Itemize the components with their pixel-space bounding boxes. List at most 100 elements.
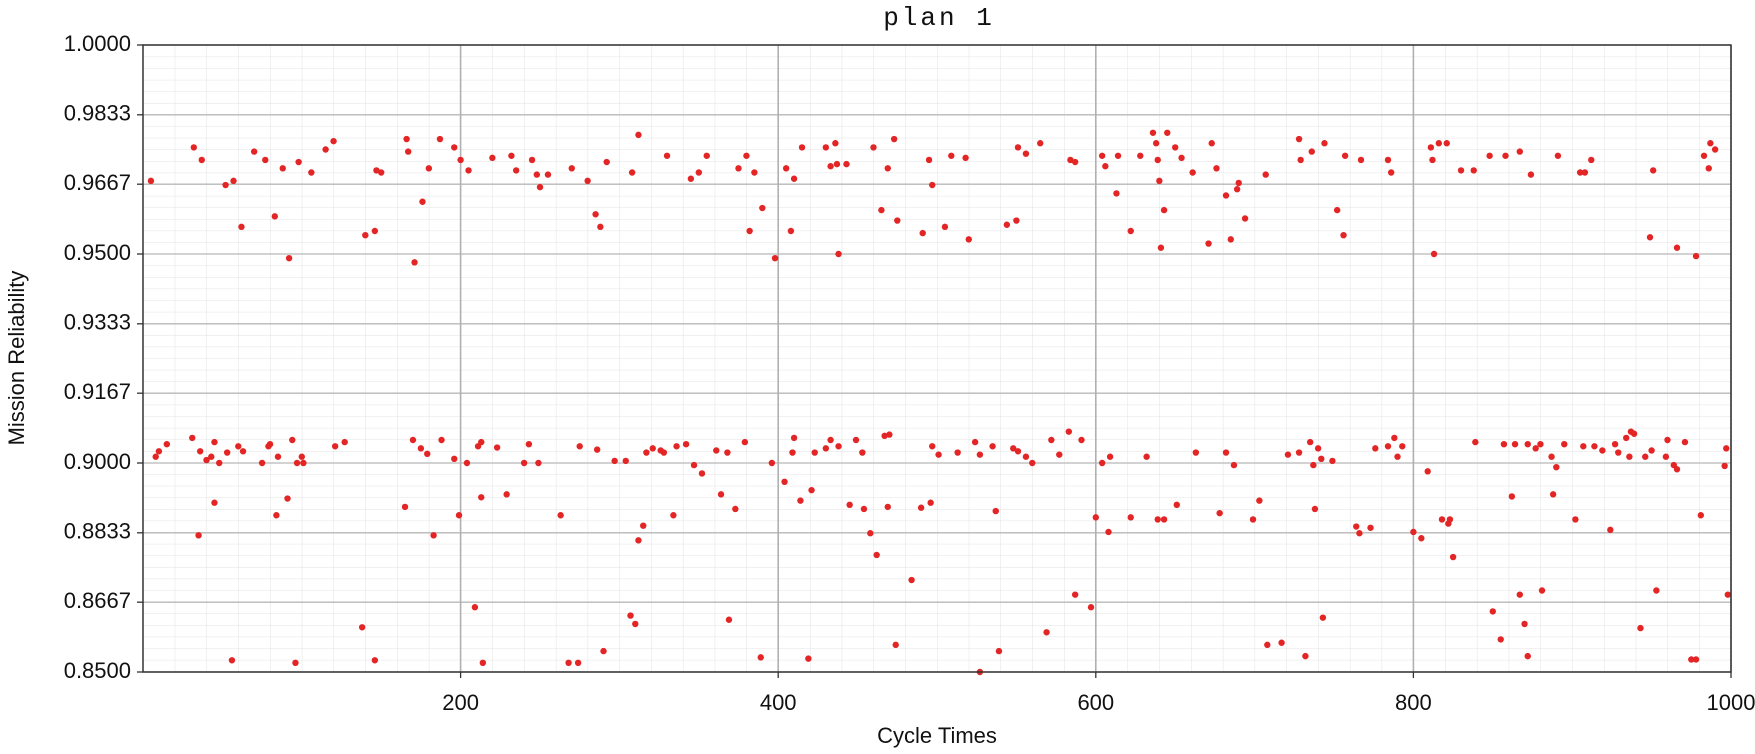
point xyxy=(1648,447,1655,454)
point xyxy=(330,137,337,145)
point xyxy=(703,152,710,159)
point xyxy=(695,169,702,176)
point xyxy=(925,156,933,164)
point xyxy=(781,478,788,486)
point xyxy=(223,449,231,456)
point xyxy=(424,450,431,458)
point xyxy=(1688,656,1695,663)
point xyxy=(1048,436,1055,444)
point xyxy=(293,459,301,467)
point xyxy=(1486,152,1493,159)
point xyxy=(927,499,934,506)
point xyxy=(1438,516,1446,523)
point xyxy=(690,461,698,469)
point xyxy=(493,444,501,451)
point xyxy=(1295,135,1303,143)
point xyxy=(743,152,750,159)
x-tick-label: 1000 xyxy=(1707,690,1755,715)
point xyxy=(1302,652,1309,660)
point xyxy=(1489,608,1497,615)
point xyxy=(1399,443,1406,450)
point xyxy=(892,641,899,649)
point xyxy=(1538,587,1546,594)
point xyxy=(528,156,536,164)
point xyxy=(597,223,604,231)
point xyxy=(1457,167,1465,174)
point xyxy=(438,436,445,444)
point xyxy=(308,169,315,176)
point xyxy=(1078,436,1085,444)
point xyxy=(1311,505,1319,513)
point xyxy=(935,451,942,458)
point xyxy=(835,250,842,258)
point xyxy=(1143,453,1150,460)
point xyxy=(1329,457,1336,465)
point xyxy=(1580,443,1587,450)
point xyxy=(331,443,339,450)
point xyxy=(1098,459,1106,467)
point xyxy=(1152,140,1160,147)
point xyxy=(682,440,690,448)
point xyxy=(196,448,204,455)
x-tick-label: 600 xyxy=(1077,690,1114,715)
point xyxy=(1106,453,1114,460)
point xyxy=(941,223,949,231)
point xyxy=(262,156,269,164)
point xyxy=(152,453,159,460)
point xyxy=(1681,438,1689,446)
point xyxy=(989,443,996,450)
point xyxy=(1029,459,1036,467)
point xyxy=(660,449,668,456)
point xyxy=(1532,445,1539,452)
chart-title: plan 1 xyxy=(883,3,995,33)
point xyxy=(1114,152,1122,159)
point xyxy=(565,659,572,667)
point xyxy=(600,647,607,655)
point xyxy=(557,512,564,519)
point xyxy=(1065,428,1073,435)
point xyxy=(190,144,198,151)
point xyxy=(1435,140,1443,147)
point xyxy=(771,254,779,262)
point xyxy=(870,144,877,151)
point xyxy=(1673,466,1681,473)
point xyxy=(285,254,293,262)
point xyxy=(341,438,348,446)
point xyxy=(798,144,806,151)
point xyxy=(489,154,496,162)
point xyxy=(832,140,839,147)
point xyxy=(1256,497,1263,504)
point xyxy=(292,659,299,667)
point xyxy=(430,532,437,539)
point xyxy=(1372,445,1379,452)
point xyxy=(584,177,591,185)
point xyxy=(404,148,412,155)
point xyxy=(635,537,642,544)
point xyxy=(1137,152,1144,159)
point xyxy=(873,551,880,559)
point xyxy=(284,495,291,502)
point xyxy=(1319,614,1327,621)
point xyxy=(751,169,758,176)
point xyxy=(1516,148,1523,155)
point xyxy=(1391,434,1398,442)
point xyxy=(632,620,639,628)
point xyxy=(1588,156,1595,164)
point xyxy=(790,434,798,442)
point xyxy=(1071,158,1079,166)
point xyxy=(860,505,868,513)
point xyxy=(1003,221,1011,228)
point xyxy=(1723,445,1730,452)
point xyxy=(1295,449,1303,456)
point xyxy=(886,431,893,438)
point xyxy=(746,227,753,235)
point xyxy=(503,491,510,498)
point xyxy=(1249,516,1257,523)
point xyxy=(1711,146,1719,153)
point xyxy=(859,449,866,456)
point xyxy=(239,448,247,455)
point xyxy=(208,453,215,460)
point xyxy=(1449,553,1457,561)
point xyxy=(1222,192,1230,199)
